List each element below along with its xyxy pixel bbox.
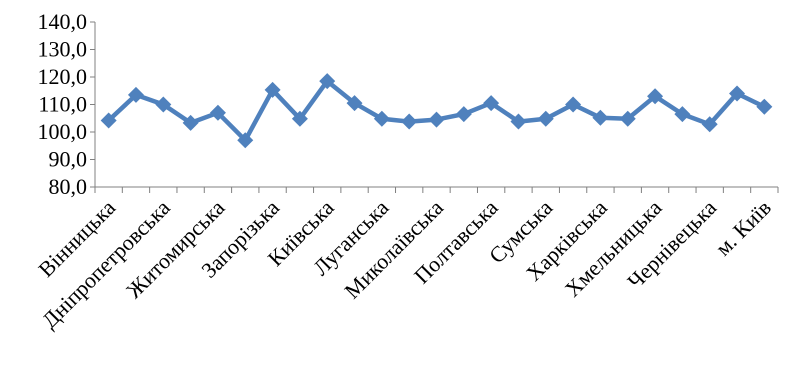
data-point-marker xyxy=(127,86,144,103)
data-point-marker xyxy=(428,111,445,128)
data-point-marker xyxy=(100,112,117,129)
data-point-marker xyxy=(729,85,746,102)
data-point-marker xyxy=(346,95,363,112)
data-point-marker xyxy=(674,106,691,123)
data-point-marker xyxy=(701,116,718,133)
data-point-marker xyxy=(592,109,609,126)
data-point-marker xyxy=(182,114,199,131)
data-point-marker xyxy=(373,110,390,127)
y-tick-label: 80,0 xyxy=(49,174,88,199)
data-point-marker xyxy=(155,96,172,113)
data-point-marker xyxy=(647,88,664,105)
data-point-marker xyxy=(565,96,582,113)
data-point-marker xyxy=(756,98,773,115)
data-point-marker xyxy=(619,110,636,127)
data-point-marker xyxy=(455,106,472,123)
series-line xyxy=(107,78,766,143)
data-point-marker xyxy=(537,110,554,127)
y-tick-label: 140,0 xyxy=(38,9,88,34)
data-point-marker xyxy=(264,81,281,98)
data-point-marker xyxy=(483,95,500,112)
x-axis xyxy=(94,186,779,193)
y-tick-label: 100,0 xyxy=(38,119,88,144)
y-tick-label: 130,0 xyxy=(38,37,88,62)
data-point-marker xyxy=(319,73,336,90)
y-tick-label: 90,0 xyxy=(49,147,88,172)
data-point-marker xyxy=(291,110,308,127)
series-line-path xyxy=(107,78,766,143)
data-point-marker xyxy=(209,104,226,121)
category-labels: ВінницькаДніпропетровськаЖитомирськаЗапо… xyxy=(33,195,776,333)
data-point-marker xyxy=(237,132,254,149)
y-tick-label: 110,0 xyxy=(38,92,87,117)
x-category-label: м. Київ xyxy=(710,195,776,261)
y-tick-label: 120,0 xyxy=(38,64,88,89)
series-markers xyxy=(100,73,773,149)
data-point-marker xyxy=(401,113,418,130)
data-point-marker xyxy=(510,113,527,130)
